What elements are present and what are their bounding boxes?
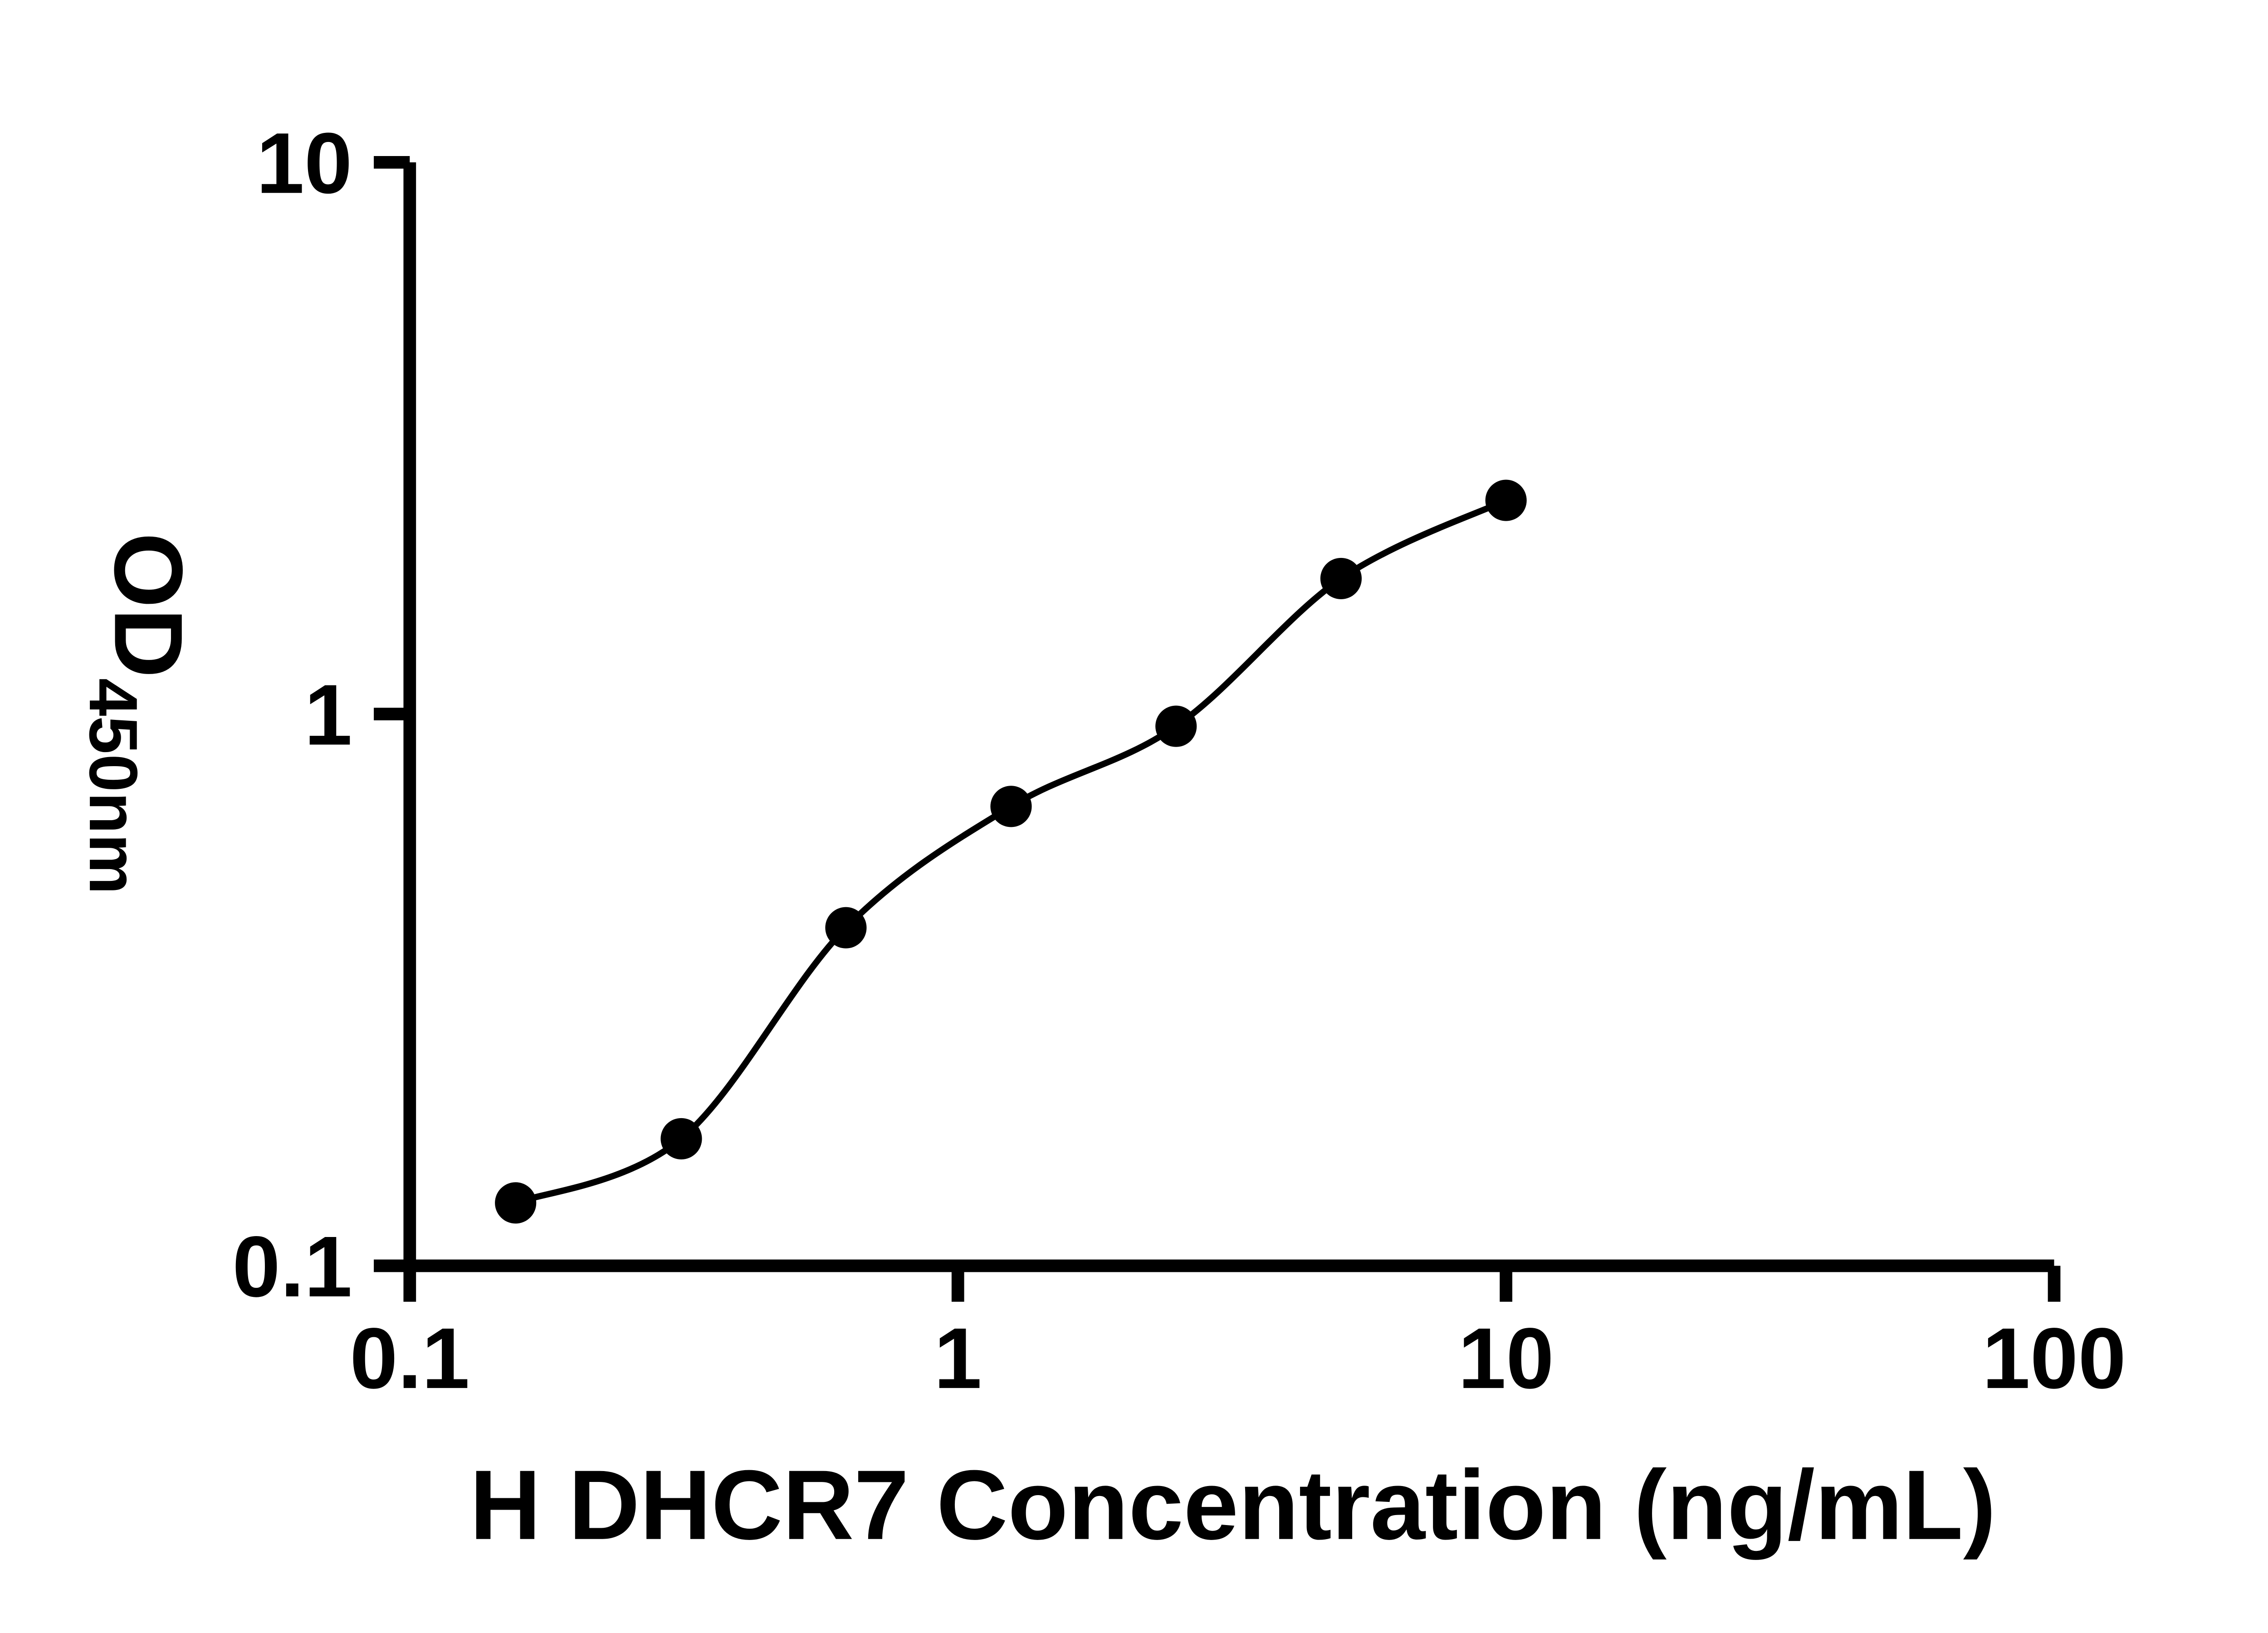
x-axis-tick-label: 100 — [1982, 1310, 2126, 1407]
y-axis-tick-label: 10 — [256, 115, 352, 211]
x-axis-tick-label: 0.1 — [350, 1310, 469, 1407]
fit-curve — [514, 497, 1508, 1206]
x-axis-tick-label: 1 — [934, 1310, 982, 1407]
y-axis-tick-label: 1 — [304, 667, 352, 763]
x-axis-tick-label: 10 — [1458, 1310, 1554, 1407]
data-point — [660, 1118, 702, 1159]
axis-spines — [403, 162, 2054, 1272]
y-axis-title-sub: 450nm — [75, 678, 152, 895]
axes: 0.1 1 10 100 0.1 1 10 — [232, 115, 2126, 1407]
data-point — [1485, 479, 1527, 521]
data-point — [495, 1182, 537, 1224]
data-point — [825, 907, 867, 949]
data-point — [990, 786, 1032, 827]
x-axis-title: H DHCR7 Concentration (ng/mL) — [469, 1450, 1996, 1560]
plot-area — [495, 479, 1527, 1224]
data-point — [1320, 557, 1362, 599]
data-point — [1155, 705, 1197, 747]
y-axis-title: OD450nm — [75, 533, 202, 895]
y-axis-title-main: OD — [94, 533, 203, 678]
y-axis-tick-label: 0.1 — [232, 1219, 352, 1315]
